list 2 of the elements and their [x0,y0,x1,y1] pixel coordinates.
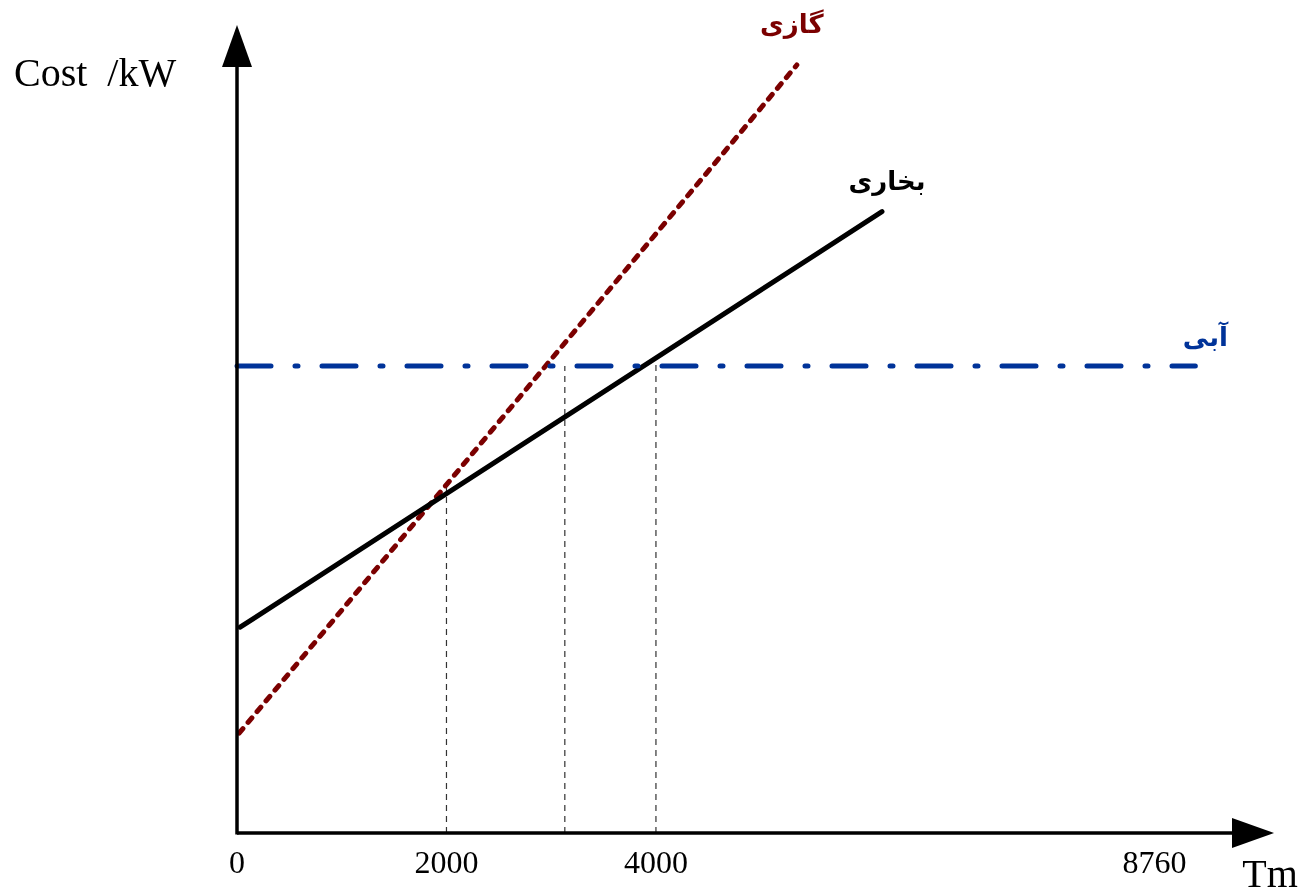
xlabel: Tm [1242,851,1298,893]
ylabel: Cost /kW [14,50,177,95]
